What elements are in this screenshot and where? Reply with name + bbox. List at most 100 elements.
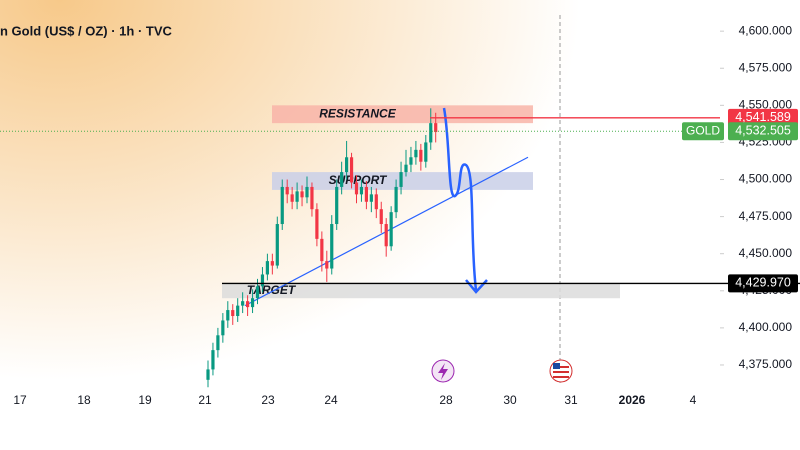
candle-body [255,286,260,299]
candle [429,108,433,150]
candle-body [414,149,418,158]
candle [236,298,240,322]
x-tick-label: 19 [138,393,152,407]
candle-body [359,186,364,195]
candle [295,182,299,210]
candle-body [206,369,210,380]
price-tag [728,122,798,141]
x-tick-label: 4 [690,393,697,407]
candle-body [310,186,314,210]
candle-body [211,350,215,370]
candle [394,179,398,219]
candle [374,188,378,219]
zone-label: RESISTANCE [319,106,396,120]
x-tick-label: 31 [564,393,578,407]
candle-body [379,209,383,225]
candle-body [429,123,433,143]
zone-label: TARGET [247,283,297,297]
y-tick-label: 4,550.000 [739,98,793,112]
candle-body [315,209,319,239]
candle-body [404,164,408,173]
candle-body [285,186,289,195]
candle-body [226,310,230,321]
candle-body [330,224,334,269]
y-tick-label: 4,375.000 [739,357,793,371]
y-tick-label: 4,500.000 [739,172,793,186]
candle [414,140,418,165]
candle [404,149,408,177]
y-tick-label: 4,575.000 [739,60,793,74]
candle-body [270,261,274,266]
candle [399,161,403,195]
candle-body [290,194,294,202]
x-tick-label: 17 [13,393,27,407]
candle [211,342,215,376]
candle-body [349,157,354,183]
candle-body [325,261,329,269]
candle-body [320,238,324,262]
candle-body [389,212,393,247]
candle-body [434,123,438,133]
candle-body [364,186,368,202]
candle-body [216,335,220,351]
candle [250,289,255,314]
candle-body [265,261,269,275]
x-tick-label: 2026 [619,393,646,407]
candle-body [246,301,250,308]
candle [285,179,289,204]
candle [265,253,269,281]
candle-body [374,194,378,210]
candle [320,231,324,272]
candle [310,182,314,217]
zone [272,105,533,124]
candle [384,218,388,257]
zone-label: SUPPORT [329,173,388,187]
x-tick-label: 30 [503,393,517,407]
price-tag [728,274,798,293]
symbol-tag-label: GOLD [686,123,720,137]
candle [275,216,279,269]
candle [369,186,373,213]
x-tick-label: 18 [77,393,91,407]
candle-body [399,172,403,187]
candle-body [280,186,284,225]
candle-body [250,298,255,308]
price-tag-label: 4,429.970 [735,276,791,290]
candle-body [231,310,235,317]
candle [305,176,309,204]
candle [260,267,265,293]
candle-body [369,194,373,202]
y-tick-label: 4,600.000 [739,23,793,37]
candle-body [340,172,344,187]
symbol-tag [682,122,724,141]
candle [325,250,329,282]
candle [359,179,364,202]
candle [424,135,428,168]
candle-body [409,157,413,165]
candle [419,143,423,171]
candle [300,185,304,207]
y-tick-label: 4,400.000 [739,320,793,334]
candle-body [260,274,265,287]
y-tick-label: 4,450.000 [739,246,793,260]
x-tick-label: 24 [324,393,338,407]
candle [354,175,359,204]
candle [241,292,245,314]
candle-body [345,157,349,173]
y-tick-label: 4,475.000 [739,209,793,223]
candle [315,203,319,247]
candle [290,186,294,210]
chart-title: n Gold (US$ / OZ) · 1h · TVC [0,23,172,38]
candle-body [275,224,279,266]
candle [270,253,274,275]
x-tick-label: 28 [439,393,453,407]
candle-body [241,301,245,306]
candle [280,179,284,230]
price-tag-label: 4,541.589 [735,110,791,124]
zone [222,283,620,299]
candle [335,179,339,230]
candle [216,327,220,358]
candle [340,161,344,195]
price-tag-label: 4,532.505 [735,124,791,138]
